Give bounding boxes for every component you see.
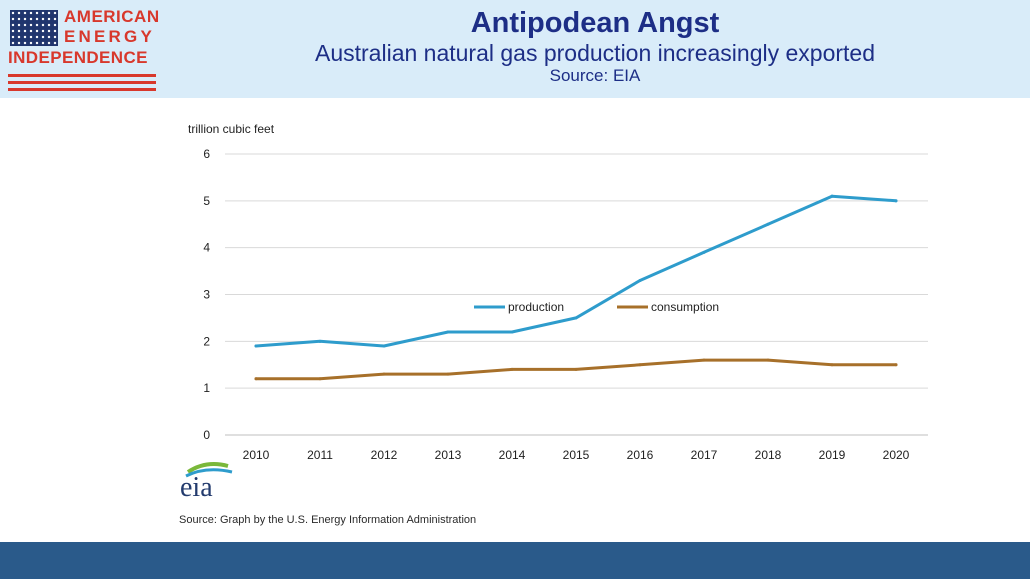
- x-tick-label: 2018: [755, 448, 782, 462]
- logo-word-independence: INDEPENDENCE: [8, 48, 148, 67]
- data-point-consumption: [638, 363, 642, 367]
- data-point-production: [382, 344, 386, 348]
- flag-icon: [10, 10, 58, 46]
- y-tick-label: 2: [203, 334, 210, 348]
- y-tick-label: 3: [203, 288, 210, 302]
- header-source: Source: EIA: [549, 66, 641, 85]
- x-tick-label: 2011: [307, 448, 333, 462]
- data-point-production: [318, 339, 322, 343]
- x-tick-label: 2019: [819, 448, 846, 462]
- x-tick-label: 2013: [435, 448, 462, 462]
- data-point-production: [638, 278, 642, 282]
- x-tick-label: 2010: [243, 448, 270, 462]
- data-point-consumption: [254, 377, 258, 381]
- axis-ticks: 0 1 2 3 4 5 6 2010 2011 2012 2013 2014 2015 2016 2017 2…: [203, 147, 909, 462]
- bottom-bar: [0, 542, 1030, 579]
- data-point-consumption: [766, 358, 770, 362]
- logo-stripe: [8, 81, 156, 84]
- american-energy-independence-logo: AMERICAN ENERGY INDEPENDENCE: [4, 4, 159, 96]
- legend-label-production: production: [508, 300, 564, 314]
- data-point-consumption: [446, 372, 450, 376]
- data-point-consumption: [510, 367, 514, 371]
- eia-logo-arc-blue: [185, 468, 233, 478]
- data-point-production: [830, 194, 834, 198]
- header-banner: AMERICAN ENERGY INDEPENDENCE Antipodean …: [0, 0, 1030, 98]
- x-tick-label: 2020: [883, 448, 910, 462]
- data-point-consumption: [318, 377, 322, 381]
- y-tick-label: 1: [203, 381, 210, 395]
- logo-stripe: [8, 74, 156, 77]
- eia-logo-arc-green: [186, 462, 229, 474]
- title-block: Antipodean Angst Australian natural gas …: [200, 0, 990, 86]
- data-point-production: [894, 199, 898, 203]
- data-point-consumption: [382, 372, 386, 376]
- data-point-consumption: [830, 363, 834, 367]
- gridlines: [225, 153, 928, 436]
- chart-legend: production consumption: [474, 300, 719, 314]
- legend-label-consumption: consumption: [651, 300, 719, 314]
- page-title: Antipodean Angst: [470, 7, 720, 39]
- y-tick-label: 4: [203, 241, 210, 255]
- data-point-consumption: [702, 358, 706, 362]
- data-point-production: [254, 344, 258, 348]
- y-tick-label: 0: [203, 428, 210, 442]
- data-point-production: [574, 316, 578, 320]
- x-tick-label: 2012: [371, 448, 398, 462]
- data-point-consumption: [574, 367, 578, 371]
- x-tick-label: 2014: [499, 448, 526, 462]
- logo-word-energy: ENERGY: [64, 27, 155, 46]
- eia-logo-text: eia: [180, 472, 213, 502]
- page-subtitle: Australian natural gas production increa…: [315, 40, 875, 66]
- data-point-production: [510, 330, 514, 334]
- data-point-production: [446, 330, 450, 334]
- footer-source: Source: Graph by the U.S. Energy Informa…: [179, 514, 477, 526]
- x-tick-label: 2016: [627, 448, 654, 462]
- y-tick-label: 5: [203, 194, 210, 208]
- data-point-production: [766, 222, 770, 226]
- y-tick-label: 6: [203, 147, 210, 161]
- series-line-production: [254, 194, 898, 348]
- series-lines: [254, 194, 898, 381]
- data-point-consumption: [894, 363, 898, 367]
- y-axis-label: trillion cubic feet: [188, 122, 275, 136]
- logo-word-american: AMERICAN: [64, 7, 160, 26]
- eia-logo: eia: [180, 462, 233, 502]
- data-point-production: [702, 250, 706, 254]
- x-tick-label: 2017: [691, 448, 718, 462]
- x-tick-label: 2015: [563, 448, 590, 462]
- logo-stripe: [8, 88, 156, 91]
